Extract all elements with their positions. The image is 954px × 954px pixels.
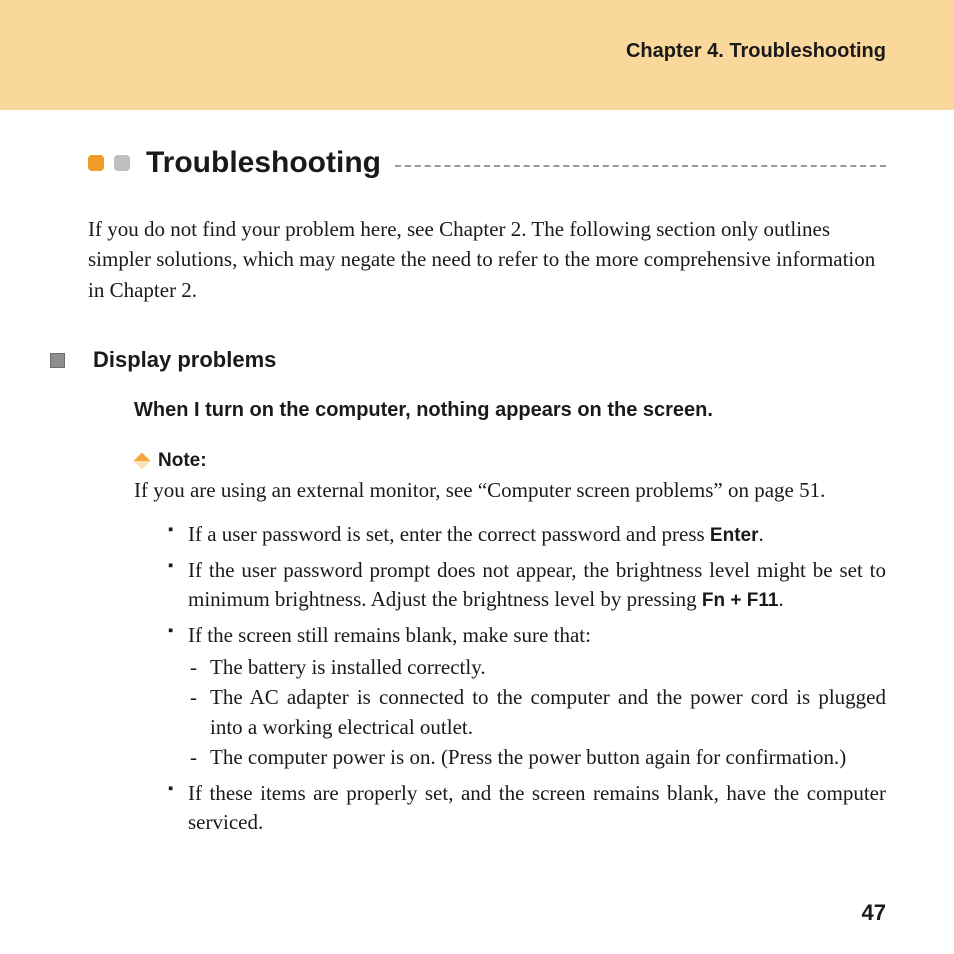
page-number: 47 bbox=[862, 900, 886, 926]
list-text: . bbox=[778, 587, 783, 611]
section-bullet-icon bbox=[50, 353, 65, 368]
section-header: Display problems bbox=[50, 347, 886, 373]
title-dash-line bbox=[395, 165, 886, 167]
diamond-icon bbox=[134, 453, 151, 470]
list-text: . bbox=[759, 522, 764, 546]
title-bullet-grey-icon bbox=[114, 155, 130, 171]
troubleshoot-list: If a user password is set, enter the cor… bbox=[168, 520, 886, 838]
sublist: The battery is installed correctly. The … bbox=[188, 653, 886, 772]
note-label: Note: bbox=[158, 450, 207, 472]
list-item: If the user password prompt does not app… bbox=[168, 556, 886, 616]
list-text: If the screen still remains blank, make … bbox=[188, 623, 591, 647]
list-text: If a user password is set, enter the cor… bbox=[188, 522, 710, 546]
list-item: If the screen still remains blank, make … bbox=[168, 621, 886, 772]
note-body: If you are using an external monitor, se… bbox=[134, 476, 886, 505]
section-title: Display problems bbox=[93, 347, 276, 373]
chapter-title: Chapter 4. Troubleshooting bbox=[626, 40, 886, 62]
note-block: Note: If you are using an external monit… bbox=[134, 450, 886, 505]
header-band: Chapter 4. Troubleshooting bbox=[0, 0, 954, 110]
page-title: Troubleshooting bbox=[146, 146, 381, 180]
problem-title: When I turn on the computer, nothing app… bbox=[134, 399, 886, 422]
key-enter: Enter bbox=[710, 525, 759, 546]
list-item: If a user password is set, enter the cor… bbox=[168, 520, 886, 550]
page-content: Troubleshooting If you do not find your … bbox=[0, 110, 954, 838]
note-header: Note: bbox=[134, 450, 886, 472]
intro-paragraph: If you do not find your problem here, se… bbox=[88, 214, 886, 305]
key-fn-f11: Fn + F11 bbox=[702, 590, 779, 611]
title-row: Troubleshooting bbox=[88, 146, 886, 180]
sublist-item: The AC adapter is connected to the compu… bbox=[188, 683, 886, 743]
title-bullet-orange-icon bbox=[88, 155, 104, 171]
list-item: If these items are properly set, and the… bbox=[168, 779, 886, 839]
sublist-item: The battery is installed correctly. bbox=[188, 653, 886, 683]
sublist-item: The computer power is on. (Press the pow… bbox=[188, 743, 886, 773]
